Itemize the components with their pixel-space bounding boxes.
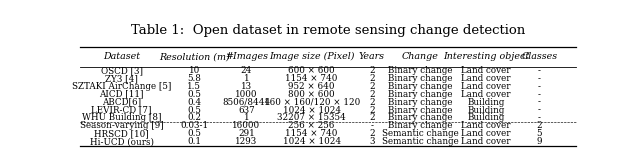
Text: 637: 637 — [238, 106, 255, 115]
Text: Binary change: Binary change — [388, 82, 452, 91]
Text: 13: 13 — [241, 82, 252, 91]
Text: ABCD[6]: ABCD[6] — [102, 98, 141, 107]
Text: 9: 9 — [536, 137, 542, 146]
Text: Land cover: Land cover — [461, 74, 511, 83]
Text: 800 × 600: 800 × 600 — [288, 90, 335, 99]
Text: WHU Building [8]: WHU Building [8] — [82, 113, 161, 122]
Text: 0.03-1: 0.03-1 — [180, 121, 209, 130]
Text: 1154 × 740: 1154 × 740 — [285, 129, 338, 138]
Text: Binary change: Binary change — [388, 113, 452, 122]
Text: 2: 2 — [369, 98, 374, 107]
Text: 24: 24 — [241, 66, 252, 75]
Text: Hi-UCD (ours): Hi-UCD (ours) — [90, 137, 154, 146]
Text: 1.5: 1.5 — [188, 82, 201, 91]
Text: Dataset: Dataset — [103, 52, 140, 61]
Text: Building: Building — [467, 106, 505, 115]
Text: Resolution (m): Resolution (m) — [159, 52, 230, 61]
Text: 10: 10 — [189, 66, 200, 75]
Text: 1: 1 — [244, 74, 249, 83]
Text: 0.1: 0.1 — [188, 137, 202, 146]
Text: Binary change: Binary change — [388, 66, 452, 75]
Text: 256 × 256: 256 × 256 — [289, 121, 335, 130]
Text: 2: 2 — [369, 129, 374, 138]
Text: 1154 × 740: 1154 × 740 — [285, 74, 338, 83]
Text: Semantic change: Semantic change — [382, 137, 459, 146]
Text: -: - — [538, 82, 541, 91]
Text: #Images: #Images — [225, 52, 268, 61]
Text: Land cover: Land cover — [461, 90, 511, 99]
Text: 5.8: 5.8 — [188, 74, 201, 83]
Text: Land cover: Land cover — [461, 66, 511, 75]
Text: 2: 2 — [536, 121, 542, 130]
Text: -: - — [371, 121, 373, 130]
Text: SZTAKI AirChange [5]: SZTAKI AirChange [5] — [72, 82, 172, 91]
Text: 2: 2 — [369, 90, 374, 99]
Text: Change: Change — [402, 52, 438, 61]
Text: Season-varying [9]: Season-varying [9] — [80, 121, 164, 130]
Text: 0.4: 0.4 — [188, 98, 202, 107]
Text: 1000: 1000 — [235, 90, 258, 99]
Text: -: - — [538, 74, 541, 83]
Text: 1024 × 1024: 1024 × 1024 — [283, 106, 340, 115]
Text: Semantic change: Semantic change — [382, 129, 459, 138]
Text: 0.5: 0.5 — [188, 106, 201, 115]
Text: Years: Years — [359, 52, 385, 61]
Text: Binary change: Binary change — [388, 74, 452, 83]
Text: HRSCD [10]: HRSCD [10] — [94, 129, 149, 138]
Text: LEVIR-CD [7]: LEVIR-CD [7] — [92, 106, 152, 115]
Text: ZY3 [4]: ZY3 [4] — [105, 74, 138, 83]
Text: Building: Building — [467, 113, 505, 122]
Text: 2: 2 — [369, 66, 374, 75]
Text: 1024 × 1024: 1024 × 1024 — [283, 137, 340, 146]
Text: Classes: Classes — [521, 52, 557, 61]
Text: Image size (Pixel): Image size (Pixel) — [269, 52, 355, 61]
Text: 1: 1 — [244, 113, 249, 122]
Text: Land cover: Land cover — [461, 137, 511, 146]
Text: -: - — [538, 106, 541, 115]
Text: 2: 2 — [369, 106, 374, 115]
Text: 3: 3 — [369, 137, 374, 146]
Text: Land cover: Land cover — [461, 82, 511, 91]
Text: 2: 2 — [369, 113, 374, 122]
Text: 5: 5 — [536, 129, 542, 138]
Text: Binary change: Binary change — [388, 90, 452, 99]
Text: 0.5: 0.5 — [188, 90, 201, 99]
Text: -: - — [538, 66, 541, 75]
Text: 16000: 16000 — [232, 121, 260, 130]
Text: Table 1:  Open dataset in remote sensing change detection: Table 1: Open dataset in remote sensing … — [131, 24, 525, 37]
Text: Binary change: Binary change — [388, 121, 452, 130]
Text: -: - — [538, 113, 541, 122]
Text: 1293: 1293 — [236, 137, 257, 146]
Text: Land cover: Land cover — [461, 129, 511, 138]
Text: Binary change: Binary change — [388, 98, 452, 107]
Text: 0.5: 0.5 — [188, 129, 201, 138]
Text: 32207 × 15354: 32207 × 15354 — [277, 113, 346, 122]
Text: AICD [11]: AICD [11] — [99, 90, 144, 99]
Text: Interesting object: Interesting object — [443, 52, 529, 61]
Text: Land cover: Land cover — [461, 121, 511, 130]
Text: 952 × 640: 952 × 640 — [289, 82, 335, 91]
Text: Binary change: Binary change — [388, 106, 452, 115]
Text: 8506/8444: 8506/8444 — [222, 98, 271, 107]
Text: -: - — [538, 98, 541, 107]
Text: 0.2: 0.2 — [188, 113, 202, 122]
Text: 2: 2 — [369, 74, 374, 83]
Text: OSCD [3]: OSCD [3] — [100, 66, 143, 75]
Text: 160 × 160/120 × 120: 160 × 160/120 × 120 — [264, 98, 360, 107]
Text: -: - — [538, 90, 541, 99]
Text: 600 × 600: 600 × 600 — [288, 66, 335, 75]
Text: Building: Building — [467, 98, 505, 107]
Text: 2: 2 — [369, 82, 374, 91]
Text: 291: 291 — [238, 129, 255, 138]
